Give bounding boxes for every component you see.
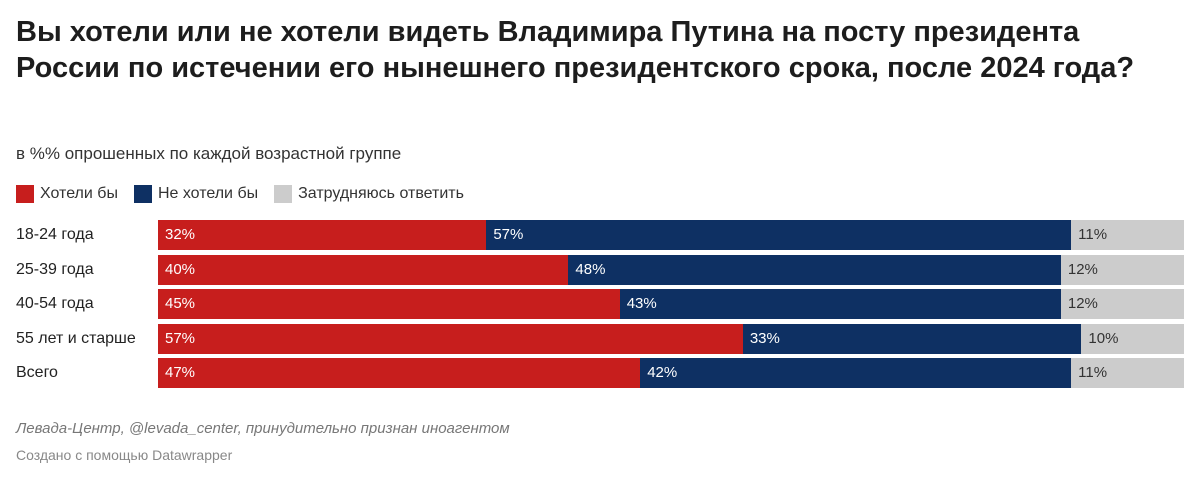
stacked-bar: 47% 42% 11% bbox=[158, 358, 1184, 388]
data-label: 32% bbox=[165, 226, 196, 243]
data-label: 47% bbox=[165, 364, 196, 381]
credit-note: Создано с помощью Datawrapper bbox=[16, 447, 233, 463]
legend-item-no: Не хотели бы bbox=[133, 185, 259, 203]
category-label: 18-24 года bbox=[16, 226, 94, 243]
bar-segment-yes: 47% bbox=[158, 358, 641, 388]
legend-label-no: Не хотели бы bbox=[157, 185, 259, 202]
data-label: 12% bbox=[1067, 295, 1098, 312]
legend-label-yes: Хотели бы bbox=[40, 185, 118, 202]
bar-segment-no: 43% bbox=[619, 289, 1061, 319]
stacked-bar: 32% 57% 11% bbox=[158, 220, 1184, 250]
data-label: 48% bbox=[575, 260, 606, 278]
data-label: 33% bbox=[749, 329, 780, 347]
bar-segment-no: 57% bbox=[486, 220, 1072, 250]
bar-row: 55 лет и старше 57% 33% 10% bbox=[0, 323, 1200, 354]
data-label: 11% bbox=[1078, 226, 1108, 243]
stacked-bar: 40% 48% 12% bbox=[158, 254, 1184, 285]
bar-segment-no: 48% bbox=[568, 254, 1061, 285]
chart-title: Вы хотели или не хотели видеть Владимира… bbox=[16, 16, 1135, 84]
bar-segment-unsure: 12% bbox=[1060, 254, 1184, 285]
legend-item-unsure: Затрудняюсь ответить bbox=[274, 185, 464, 203]
data-label: 11% bbox=[1078, 364, 1108, 381]
bar-segment-yes: 57% bbox=[158, 323, 743, 354]
bar-segment-no: 33% bbox=[742, 323, 1082, 354]
legend-swatch-no bbox=[133, 185, 152, 203]
bar-row: 40-54 года 45% 43% 12% bbox=[0, 289, 1200, 319]
bar-row: Всего 47% 42% 11% bbox=[0, 358, 1200, 388]
bar-row: 18-24 года 32% 57% 11% bbox=[0, 220, 1200, 250]
legend-swatch-yes bbox=[16, 185, 34, 203]
data-label: 42% bbox=[647, 364, 678, 381]
bar-segment-unsure: 12% bbox=[1060, 289, 1184, 319]
bar-segment-unsure: 11% bbox=[1071, 358, 1184, 388]
source-note: Левада-Центр, @levada_center, принудител… bbox=[16, 420, 510, 437]
bar-segment-unsure: 11% bbox=[1071, 220, 1184, 250]
data-label: 10% bbox=[1088, 329, 1119, 347]
data-label: 57% bbox=[165, 329, 196, 347]
bar-row: 25-39 года 40% 48% 12% bbox=[0, 254, 1200, 285]
stacked-bar: 45% 43% 12% bbox=[158, 289, 1184, 319]
data-label: 57% bbox=[493, 226, 524, 243]
legend-swatch-unsure bbox=[274, 185, 293, 203]
bar-segment-yes: 45% bbox=[158, 289, 620, 319]
data-label: 40% bbox=[165, 260, 196, 278]
bar-segment-no: 42% bbox=[640, 358, 1072, 388]
chart-legend: Хотели бы Не хотели бы Затрудняюсь ответ… bbox=[16, 183, 480, 205]
category-label: 40-54 года bbox=[16, 295, 94, 312]
chart-subtitle: в %% опрошенных по каждой возрастной гру… bbox=[16, 144, 402, 163]
bar-segment-unsure: 10% bbox=[1081, 323, 1184, 354]
bar-segment-yes: 40% bbox=[158, 254, 569, 285]
category-label: 25-39 года bbox=[16, 260, 94, 278]
category-label: 55 лет и старше bbox=[16, 329, 136, 347]
legend-item-yes: Хотели бы bbox=[16, 185, 118, 203]
bar-segment-yes: 32% bbox=[158, 220, 487, 250]
legend-label-unsure: Затрудняюсь ответить bbox=[298, 185, 464, 202]
data-label: 12% bbox=[1067, 260, 1098, 278]
category-label: Всего bbox=[16, 364, 58, 381]
data-label: 43% bbox=[626, 295, 657, 312]
data-label: 45% bbox=[165, 295, 196, 312]
stacked-bar: 57% 33% 10% bbox=[158, 323, 1184, 354]
